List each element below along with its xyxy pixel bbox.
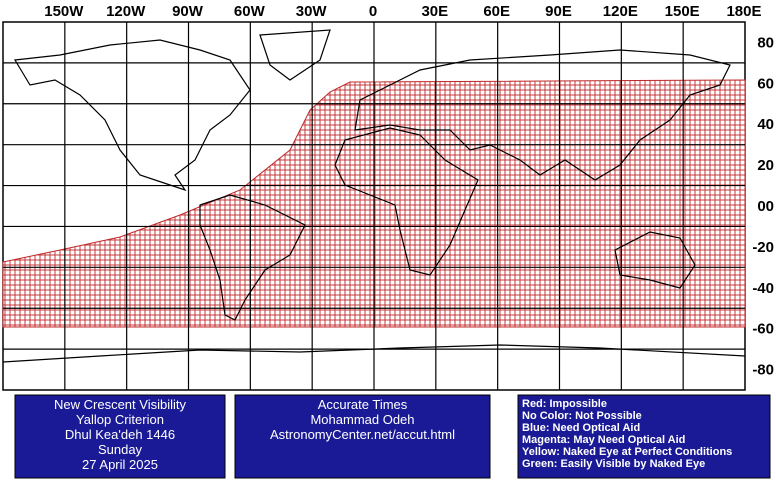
- latitude-label: -80: [752, 362, 774, 379]
- info-line: 27 April 2025: [82, 457, 158, 472]
- coastlines: [2, 29, 746, 363]
- info-line: Dhul Kea'deh 1446: [65, 427, 175, 442]
- info-box: [234, 394, 491, 479]
- antarctica: [2, 344, 746, 363]
- longitude-label: 0: [369, 3, 377, 20]
- info-line: Magenta: May Need Optical Aid: [522, 434, 685, 446]
- info-line: Yallop Criterion: [76, 412, 164, 427]
- australia: [614, 231, 696, 289]
- info-line: AstronomyCenter.net/accut.html: [270, 427, 455, 442]
- latitude-label: -60: [752, 321, 774, 338]
- north-america: [14, 39, 251, 192]
- longitude-label: 90W: [172, 3, 204, 20]
- info-line: No Color: Not Possible: [522, 410, 642, 422]
- info-line: Yellow: Naked Eye at Perfect Conditions: [522, 446, 732, 458]
- info-line: Green: Easily Visible by Naked Eye: [522, 458, 705, 470]
- longitude-label: 120E: [603, 3, 638, 20]
- info-box: [517, 394, 771, 479]
- latitude-label: 40: [757, 116, 774, 133]
- info-line: Blue: Need Optical Aid: [522, 422, 640, 434]
- latitude-label: 00: [757, 198, 774, 215]
- latitude-label: 20: [757, 157, 774, 174]
- longitude-label: 90E: [545, 3, 572, 20]
- latitude-label: -20: [752, 239, 774, 256]
- longitude-labels: 150W 120W 90W 60W 30W 0 30E 60E 90E 120E 150E 180E: [44, 3, 761, 20]
- graticule: [3, 22, 745, 390]
- longitude-label: 180E: [726, 3, 761, 20]
- info-line: Sunday: [98, 442, 143, 457]
- longitude-label: 60W: [234, 3, 266, 20]
- info-box: [14, 394, 226, 479]
- longitude-label: 150E: [665, 3, 700, 20]
- eurasia: [354, 49, 731, 181]
- longitude-label: 120W: [106, 3, 146, 20]
- info-line: Accurate Times: [318, 397, 408, 412]
- info-line: New Crescent Visibility: [54, 397, 186, 412]
- latitude-labels: 80 60 40 20 00 -20 -40 -60 -80: [752, 34, 774, 378]
- latitude-label: 80: [757, 34, 774, 51]
- latitude-label: -40: [752, 280, 774, 297]
- greenland: [259, 29, 331, 81]
- latitude-label: 60: [757, 75, 774, 92]
- longitude-label: 60E: [483, 3, 510, 20]
- info-line: Red: Impossible: [522, 398, 607, 410]
- longitude-label: 150W: [44, 3, 84, 20]
- africa: [334, 127, 479, 276]
- longitude-label: 30W: [296, 3, 328, 20]
- info-line: Mohammad Odeh: [310, 412, 414, 427]
- south-america: [199, 194, 306, 321]
- longitude-label: 30E: [421, 3, 448, 20]
